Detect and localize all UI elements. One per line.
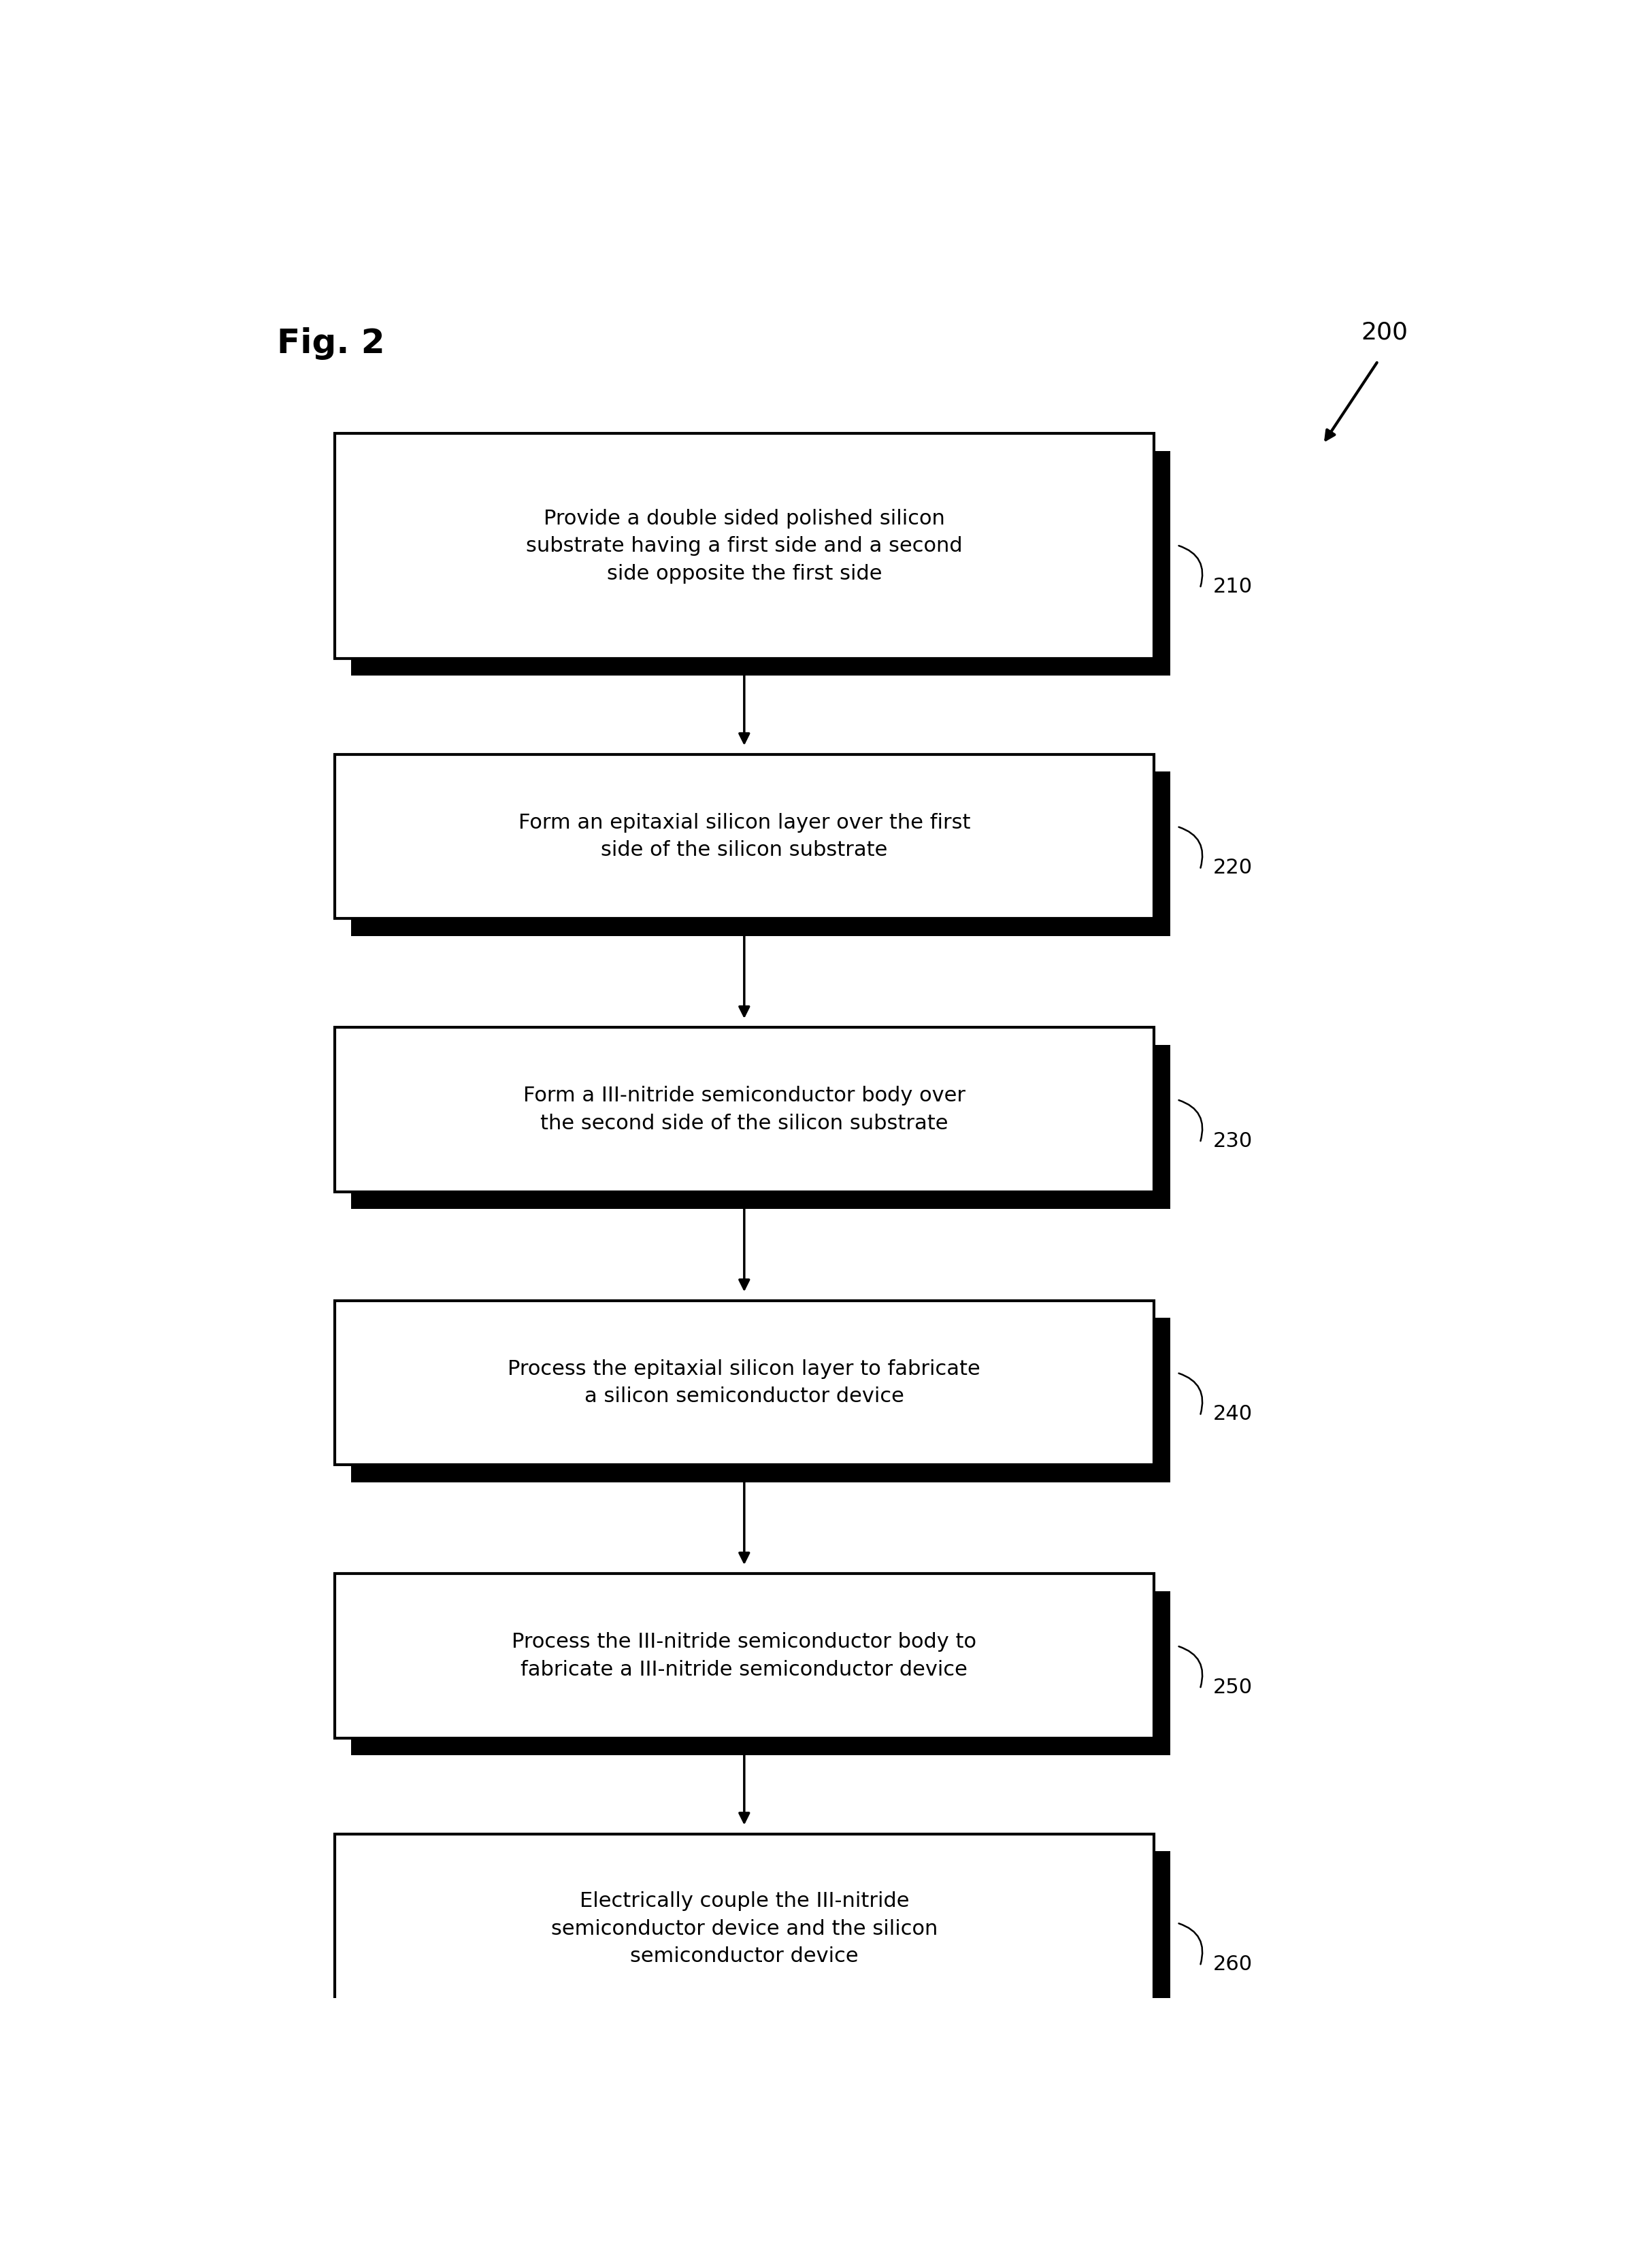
Bar [352,451,1171,676]
Text: 200: 200 [1361,321,1408,343]
Bar [335,1028,1155,1192]
Bar [352,1852,1171,2041]
Bar [352,1592,1171,1756]
Text: 220: 220 [1213,858,1252,878]
Text: Process the epitaxial silicon layer to fabricate
a silicon semiconductor device: Process the epitaxial silicon layer to f… [507,1358,981,1405]
Bar [352,1044,1171,1208]
Bar [352,1318,1171,1482]
Bar [335,754,1155,918]
Text: Fig. 2: Fig. 2 [278,328,385,359]
Bar [335,1574,1155,1738]
Text: 250: 250 [1213,1677,1252,1697]
Text: Form an epitaxial silicon layer over the first
side of the silicon substrate: Form an epitaxial silicon layer over the… [519,813,970,860]
Text: 260: 260 [1213,1955,1252,1973]
Bar [335,1300,1155,1464]
Text: 230: 230 [1213,1131,1252,1152]
Text: Process the III-nitride semiconductor body to
fabricate a III-nitride semiconduc: Process the III-nitride semiconductor bo… [512,1632,976,1679]
Text: Form a III-nitride semiconductor body over
the second side of the silicon substr: Form a III-nitride semiconductor body ov… [524,1087,965,1134]
Bar [352,772,1171,936]
Text: Electrically couple the III-nitride
semiconductor device and the silicon
semicon: Electrically couple the III-nitride semi… [550,1893,938,1967]
Bar [335,433,1155,658]
Bar [335,1834,1155,2025]
Text: 210: 210 [1213,577,1252,597]
Text: 240: 240 [1213,1405,1252,1423]
Text: Provide a double sided polished silicon
substrate having a first side and a seco: Provide a double sided polished silicon … [525,510,963,584]
